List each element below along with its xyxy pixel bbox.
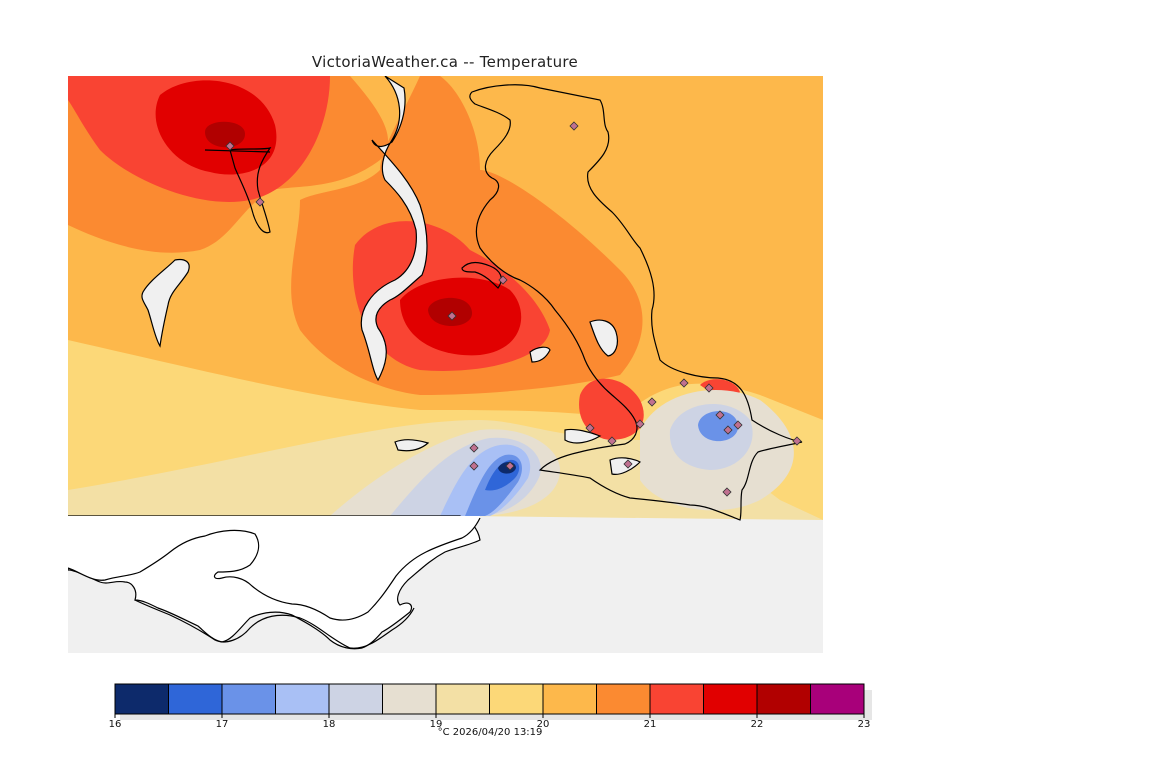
legend-bin	[489, 683, 544, 715]
station-markers	[225, 121, 802, 497]
station-marker[interactable]	[704, 383, 714, 393]
station-marker[interactable]	[623, 459, 633, 469]
legend-bin	[382, 683, 437, 715]
station-marker[interactable]	[679, 378, 689, 388]
station-marker[interactable]	[469, 461, 479, 471]
station-marker[interactable]	[225, 141, 235, 151]
station-marker[interactable]	[498, 275, 508, 285]
coastline	[68, 76, 803, 650]
legend-ticks: 16 17 18 19 20 21 22 23	[109, 714, 871, 730]
legend-tick-label: 21	[644, 719, 657, 730]
station-marker[interactable]	[505, 461, 515, 471]
legend-bin	[756, 683, 811, 715]
legend-tick-label: 22	[751, 719, 764, 730]
legend-bin	[328, 683, 383, 715]
legend-bin	[114, 683, 169, 715]
legend-tick-label: 23	[858, 719, 871, 730]
station-marker[interactable]	[715, 410, 725, 420]
station-marker[interactable]	[469, 443, 479, 453]
legend-bin	[275, 683, 330, 715]
legend-bin	[435, 683, 490, 715]
legend-tick-label: 20	[537, 719, 550, 730]
station-marker[interactable]	[255, 197, 265, 207]
station-marker[interactable]	[607, 436, 617, 446]
legend-timestamp: 2026/04/20 13:19	[452, 727, 543, 738]
legend-bins	[114, 683, 865, 715]
station-marker[interactable]	[733, 420, 743, 430]
station-marker[interactable]	[723, 425, 733, 435]
legend-bin	[168, 683, 223, 715]
legend-caption: °C 2026/04/20 13:19	[0, 727, 980, 738]
station-marker[interactable]	[722, 487, 732, 497]
legend-tick-label: 17	[216, 719, 229, 730]
temperature-field	[68, 76, 823, 520]
station-marker[interactable]	[585, 423, 595, 433]
station-marker[interactable]	[792, 436, 802, 446]
map-title: VictoriaWeather.ca -- Temperature	[311, 53, 579, 71]
legend-bin	[703, 683, 758, 715]
station-marker[interactable]	[647, 397, 657, 407]
legend-bin	[221, 683, 276, 715]
station-marker[interactable]	[569, 121, 579, 131]
legend-bin	[810, 683, 865, 715]
legend-tick-label: 19	[430, 719, 443, 730]
legend-unit: °C	[437, 727, 450, 738]
station-marker[interactable]	[447, 311, 457, 321]
legend-bin	[649, 683, 704, 715]
legend-tick-label: 16	[109, 719, 122, 730]
station-marker[interactable]	[635, 419, 645, 429]
legend-bin	[542, 683, 597, 715]
legend-bin	[596, 683, 651, 715]
legend-tick-label: 18	[323, 719, 336, 730]
